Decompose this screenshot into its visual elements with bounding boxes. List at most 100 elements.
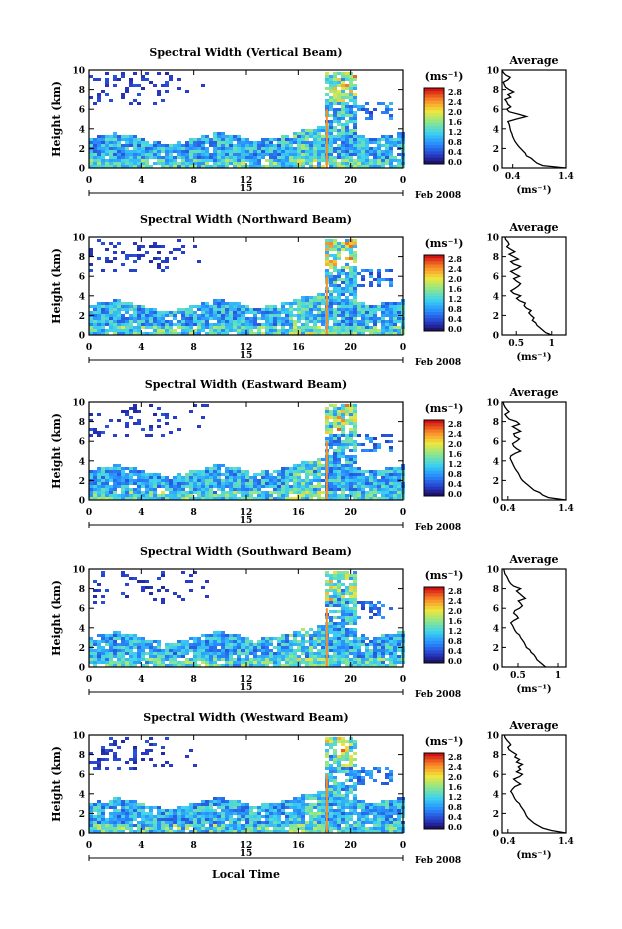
- heatmap-cell: [213, 159, 217, 162]
- heatmap-cell: [389, 329, 393, 332]
- heatmap-cell: [313, 144, 317, 147]
- heatmap-cell: [173, 479, 177, 482]
- heatmap-cell: [353, 254, 357, 257]
- heatmap-cell: [229, 473, 233, 476]
- heatmap-cell: [125, 302, 129, 305]
- heatmap-cell: [365, 111, 369, 114]
- heatmap-cell: [133, 470, 137, 473]
- heatmap-cell: [101, 488, 105, 491]
- heatmap-cell: [109, 491, 113, 494]
- heatmap-cell: [301, 485, 305, 488]
- heatmap-cell: [117, 150, 121, 153]
- heatmap-cell: [181, 326, 185, 329]
- heatmap-cell: [341, 464, 345, 467]
- heatmap-cell: [321, 138, 325, 141]
- heatmap-cell: [365, 485, 369, 488]
- heatmap-cell: [385, 640, 389, 643]
- heatmap-cell: [213, 311, 217, 314]
- heatmap-cell: [157, 479, 161, 482]
- heatmap-cell: [281, 488, 285, 491]
- colorbar-segment: [424, 448, 444, 453]
- heatmap-cell: [161, 479, 165, 482]
- heatmap-cell: [237, 818, 241, 821]
- heatmap-cell: [397, 497, 401, 500]
- heatmap-cell: [329, 458, 333, 461]
- heatmap-cell: [393, 308, 397, 311]
- heatmap-cell: [241, 320, 245, 323]
- heatmap-cell: [329, 129, 333, 132]
- heatmap-cell: [97, 473, 101, 476]
- heatmap-cell: [293, 473, 297, 476]
- heatmap-cell: [125, 643, 129, 646]
- heatmap-cell: [237, 497, 241, 500]
- heatmap-cell: [197, 320, 201, 323]
- heatmap-cell: [245, 141, 249, 144]
- heatmap-cell: [89, 761, 93, 764]
- heatmap-cell: [225, 159, 229, 162]
- heatmap-cell: [121, 827, 125, 830]
- heatmap-cell: [189, 308, 193, 311]
- heatmap-cell: [293, 643, 297, 646]
- heatmap-cell: [209, 165, 213, 168]
- heatmap-cell: [385, 658, 389, 661]
- heatmap-cell: [345, 75, 349, 78]
- heatmap-cell: [157, 314, 161, 317]
- heatmap-cell: [161, 821, 165, 824]
- heatmap-cell: [205, 404, 209, 407]
- heatmap-cell: [137, 476, 141, 479]
- heatmap-cell: [125, 806, 129, 809]
- heatmap-cell: [361, 305, 365, 308]
- heatmap-cell: [213, 824, 217, 827]
- heatmap-cell: [277, 488, 281, 491]
- heatmap-cell: [377, 144, 381, 147]
- heatmap-cell: [105, 661, 109, 664]
- heatmap-cell: [161, 332, 165, 335]
- heatmap-cell: [205, 491, 209, 494]
- colorbar-segment: [424, 477, 444, 481]
- heatmap-cell: [337, 102, 341, 105]
- heatmap-cell: [241, 479, 245, 482]
- heatmap-cell: [101, 574, 105, 577]
- heatmap-cell: [221, 153, 225, 156]
- heatmap-cell: [373, 646, 377, 649]
- heatmap-cell: [285, 150, 289, 153]
- heatmap-cell: [201, 634, 205, 637]
- heatmap-cell: [369, 165, 373, 168]
- heatmap-cell: [317, 144, 321, 147]
- heatmap-cell: [105, 320, 109, 323]
- heatmap-cells: [89, 404, 405, 500]
- heatmap-cell: [145, 806, 149, 809]
- heatmap-cell: [229, 482, 233, 485]
- heatmap-cell: [189, 818, 193, 821]
- heatmap-cell: [345, 437, 349, 440]
- heatmap-cell: [265, 320, 269, 323]
- heatmap-cell: [333, 622, 337, 625]
- heatmap-cell: [189, 470, 193, 473]
- heatmap-cell: [281, 494, 285, 497]
- heatmap-cell: [141, 586, 145, 589]
- heatmap-cell: [317, 649, 321, 652]
- heatmap-cell: [281, 332, 285, 335]
- heatmap-cell: [385, 302, 389, 305]
- heatmap-cell: [129, 320, 133, 323]
- heatmap-cell: [389, 482, 393, 485]
- heatmap-cell: [177, 482, 181, 485]
- heatmap-cell: [121, 96, 125, 99]
- heatmap-cell: [317, 491, 321, 494]
- heatmap-cell: [125, 761, 129, 764]
- heatmap-cell: [309, 332, 313, 335]
- heatmap-cell: [97, 165, 101, 168]
- heatmap-cell: [349, 284, 353, 287]
- heatmap-cell: [337, 446, 341, 449]
- heatmap-cell: [89, 637, 93, 640]
- heatmap-cell: [113, 299, 117, 302]
- heatmap-cell: [117, 797, 121, 800]
- heatmap-cell: [277, 812, 281, 815]
- heatmap-cell: [297, 818, 301, 821]
- heatmap-cell: [369, 275, 373, 278]
- heatmap-cell: [221, 162, 225, 165]
- heatmap-cell: [253, 323, 257, 326]
- heatmap-cell: [281, 320, 285, 323]
- heatmap-cell: [293, 165, 297, 168]
- heatmap-cell: [181, 815, 185, 818]
